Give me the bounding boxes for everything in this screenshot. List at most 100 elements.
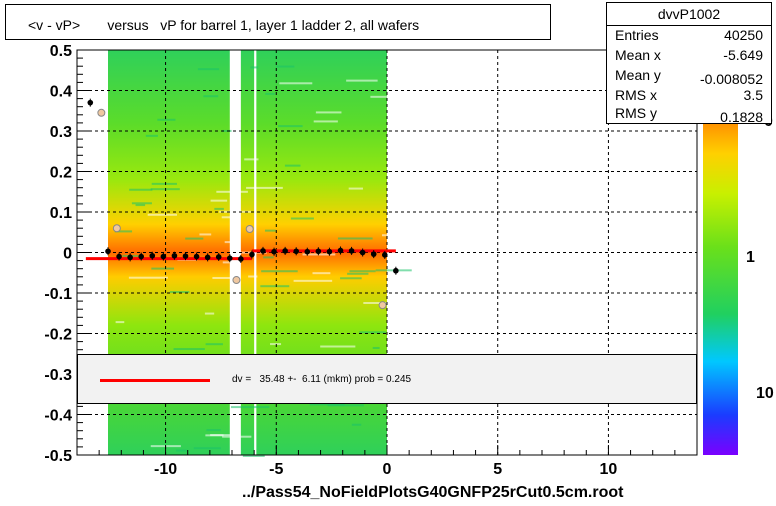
colorbar-label: 1: [746, 249, 755, 266]
colorbar-label: 10: [756, 385, 774, 402]
mean-point: [87, 99, 94, 106]
mean-point: [238, 256, 244, 262]
heatmap-speckle: [230, 406, 270, 409]
heatmap-speckle: [145, 134, 158, 137]
rms-point: [245, 225, 254, 234]
file-path-label: ../Pass54_NoFieldPlotsG40GNFP25rCut0.5cm…: [242, 484, 624, 501]
mean-point: [215, 254, 222, 260]
legend-fit-line: [100, 379, 210, 382]
y-tick-label: 0: [63, 246, 72, 263]
heatmap-speckle: [131, 202, 152, 205]
heatmap-speckle: [293, 279, 333, 282]
heatmap-speckle: [214, 207, 224, 210]
heatmap-speckle: [212, 276, 237, 279]
mean-point: [337, 247, 344, 254]
stat-value: -5.649: [723, 47, 763, 63]
heatmap-speckle: [244, 158, 259, 161]
heatmap-speckle: [372, 346, 380, 349]
heatmap-speckle: [320, 345, 356, 348]
heatmap-speckle: [327, 404, 364, 407]
legend-box: dv = 35.48 +- 6.11 (mkm) prob = 0.245: [77, 354, 697, 404]
heatmap-speckle: [264, 229, 276, 232]
heatmap-speckle: [270, 343, 282, 346]
mean-point: [171, 252, 178, 259]
stat-value: -0.008052: [699, 71, 763, 87]
x-tick-label: -10: [154, 461, 177, 478]
heatmap-speckle: [315, 111, 342, 114]
mean-point: [138, 253, 145, 260]
heatmap-speckle: [147, 213, 177, 216]
chart-title: <v - vP> versus vP for barrel 1, layer 1…: [28, 17, 420, 33]
y-tick-label: -0.1: [44, 286, 72, 303]
mean-point: [381, 252, 388, 258]
mean-point: [149, 252, 156, 259]
heatmap-speckle: [370, 95, 390, 98]
mean-point: [260, 248, 266, 254]
stat-row: Entries 40250: [607, 27, 771, 47]
heatmap-speckle: [206, 429, 221, 432]
rms-point: [378, 301, 387, 310]
mean-point: [326, 248, 333, 255]
heatmap-speckle: [351, 423, 362, 426]
heatmap-speckle: [261, 270, 298, 273]
heatmap-speckle: [347, 272, 369, 275]
heatmap-speckle: [197, 68, 220, 71]
heatmap-speckle: [175, 449, 187, 452]
stat-value: 0.1828: [720, 109, 763, 125]
y-tick-label: -0.4: [44, 408, 72, 425]
heatmap-speckle: [263, 256, 274, 259]
mean-point: [182, 253, 189, 259]
heatmap-speckle: [205, 343, 223, 346]
stat-row: RMS x 3.5: [607, 87, 771, 107]
heatmap-speckle: [279, 82, 313, 85]
heatmap-speckle: [114, 230, 133, 233]
heatmap-speckle: [173, 348, 205, 351]
y-tick-label: 0.2: [50, 165, 72, 182]
mean-point: [359, 249, 366, 256]
stats-name: dvvP1002: [607, 3, 771, 26]
mean-point: [204, 254, 211, 261]
heatmap-speckle: [284, 164, 301, 167]
mean-point: [315, 248, 322, 255]
stat-row: RMS y 0.1828: [607, 105, 771, 125]
stats-box: dvvP1002 Entries 40250 Mean x -5.649 Mea…: [606, 2, 772, 125]
heatmap-speckle: [222, 261, 230, 264]
mean-point: [160, 253, 167, 260]
y-tick-label: 0.5: [50, 43, 72, 60]
stat-label: RMS x: [615, 87, 657, 103]
heatmap-speckle: [128, 276, 168, 279]
heatmap-speckle: [246, 186, 283, 189]
heatmap-speckle: [260, 285, 290, 288]
rms-point: [97, 108, 106, 117]
heatmap-speckle: [359, 331, 386, 334]
heatmap-speckle: [169, 291, 190, 294]
heatmap-speckle: [230, 251, 267, 254]
heatmap-speckle: [346, 79, 378, 82]
heatmap-speckle: [250, 66, 259, 69]
rms-point: [112, 224, 121, 233]
mean-point: [226, 255, 233, 261]
heatmap-speckle: [242, 454, 265, 457]
colorbar: [703, 120, 738, 455]
mean-point: [282, 248, 288, 254]
y-tick-label: -0.3: [44, 367, 72, 384]
heatmap-speckle: [278, 125, 303, 128]
heatmap-speckle: [185, 237, 204, 240]
x-tick-label: 0: [383, 461, 392, 478]
heatmap-speckle: [230, 217, 240, 220]
heatmap-speckle: [205, 434, 224, 437]
heatmap-speckle: [193, 447, 221, 450]
mean-point: [193, 253, 200, 260]
heatmap-speckle: [115, 321, 125, 324]
heatmap-speckle: [151, 267, 175, 270]
heatmap-speckle: [157, 118, 176, 121]
mean-point: [348, 248, 355, 254]
mean-point: [370, 251, 377, 257]
heatmap-speckle: [276, 65, 295, 68]
heatmap-speckle: [340, 277, 362, 280]
heatmap-speckle: [337, 237, 373, 240]
heatmap-speckle: [221, 216, 238, 219]
heatmap-speckle: [224, 241, 236, 244]
y-tick-label: -0.2: [44, 327, 72, 344]
stat-row: Mean y -0.008052: [607, 67, 771, 87]
